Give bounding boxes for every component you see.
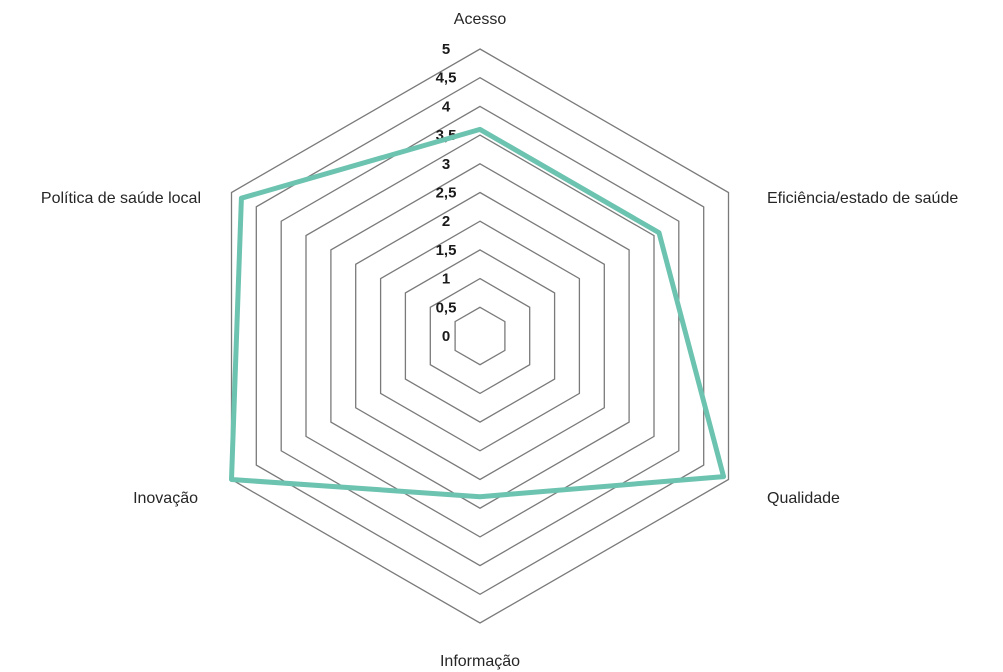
tick-label: 3 (442, 156, 450, 173)
tick-label: 1,5 (436, 242, 457, 259)
axis-label: Qualidade (767, 490, 840, 507)
grid-ring-3,5 (305, 134, 655, 538)
grid-ring-0,5 (454, 306, 506, 366)
axis-label: Inovação (133, 490, 198, 507)
tick-label: 1 (442, 271, 450, 288)
grid-ring-3 (330, 163, 630, 509)
radar-grid (230, 48, 730, 624)
tick-label: 0 (442, 328, 450, 345)
radar-axis-labels: Acesso Eficiência/estado de saúde Qualidad… (41, 11, 958, 670)
series-line-0 (229, 126, 727, 500)
axis-label: Acesso (454, 11, 507, 28)
grid-ring-2,5 (355, 191, 605, 481)
tick-label: 4 (442, 98, 451, 115)
grid-ring-4,5 (255, 76, 705, 596)
tick-label: 4,5 (436, 70, 457, 87)
tick-label: 2 (442, 213, 450, 230)
radar-tick-labels: 00,511,522,533,544,55 (436, 41, 457, 345)
grid-ring-1,5 (404, 249, 556, 423)
axis-label: Eficiência/estado de saúde (767, 190, 958, 207)
grid-ring-4 (280, 105, 680, 567)
tick-label: 2,5 (436, 185, 457, 202)
axis-label: Informação (440, 653, 520, 670)
tick-label: 5 (442, 41, 450, 58)
grid-ring-5 (230, 48, 730, 624)
grid-ring-2 (379, 220, 581, 452)
axis-label: Política de saúde local (41, 190, 201, 207)
radar-series (229, 126, 727, 500)
tick-label: 0,5 (436, 299, 457, 316)
grid-ring-1 (429, 277, 531, 395)
